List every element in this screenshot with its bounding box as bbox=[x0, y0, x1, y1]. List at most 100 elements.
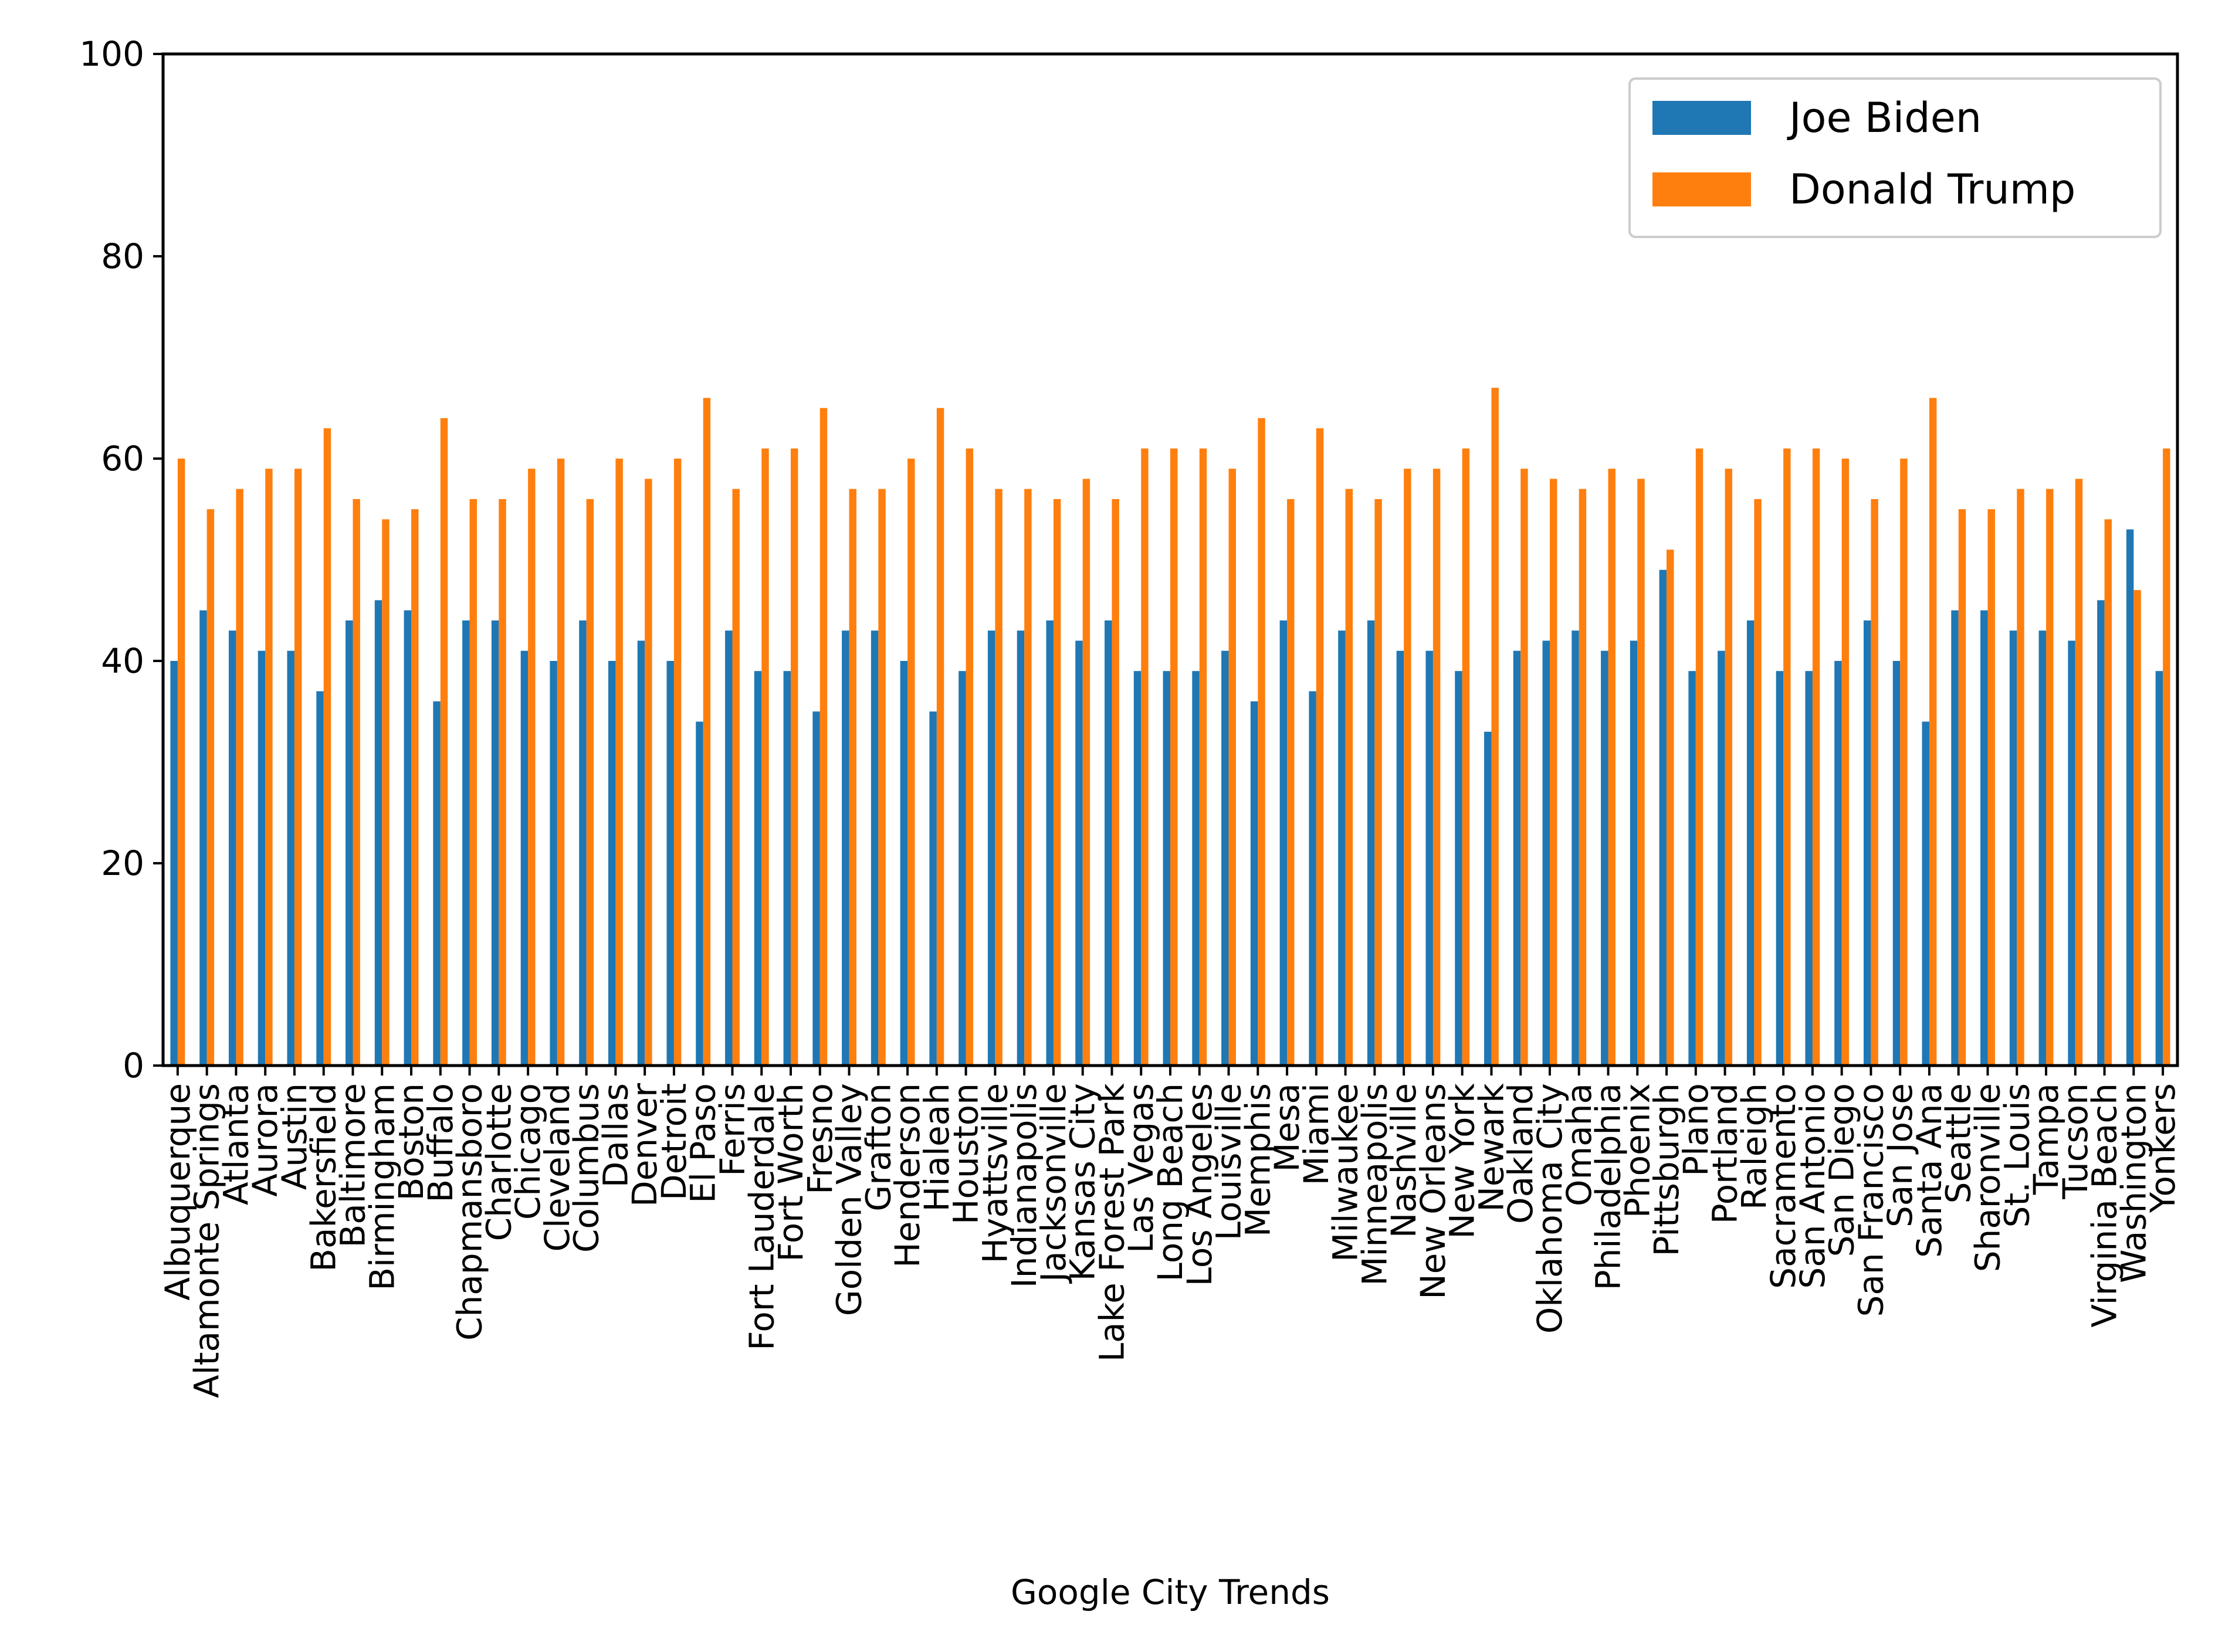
bar-donald-trump bbox=[557, 459, 565, 1066]
legend-swatch-joe-biden bbox=[1652, 101, 1751, 135]
x-tick-label: Seattle bbox=[1939, 1083, 1979, 1203]
bar-donald-trump bbox=[1141, 448, 1149, 1066]
bar-donald-trump bbox=[382, 519, 390, 1066]
bar-joe-biden bbox=[433, 701, 441, 1066]
bar-joe-biden bbox=[1279, 620, 1288, 1066]
bar-joe-biden bbox=[287, 650, 294, 1066]
x-tick-label: Grafton bbox=[858, 1083, 898, 1212]
bar-joe-biden bbox=[2068, 640, 2075, 1066]
bar-donald-trump bbox=[236, 489, 243, 1066]
bar-donald-trump bbox=[1287, 499, 1295, 1066]
bar-donald-trump bbox=[936, 408, 944, 1066]
bar-donald-trump bbox=[1812, 448, 1820, 1066]
bar-joe-biden bbox=[228, 630, 236, 1066]
bar-donald-trump bbox=[1199, 448, 1207, 1066]
x-axis-title: Google City Trends bbox=[1011, 1572, 1330, 1612]
bar-donald-trump bbox=[615, 459, 623, 1066]
bar-joe-biden bbox=[696, 721, 703, 1066]
bar-joe-biden bbox=[929, 711, 937, 1066]
bar-donald-trump bbox=[1258, 418, 1265, 1066]
bar-donald-trump bbox=[265, 469, 273, 1066]
bar-joe-biden bbox=[316, 691, 324, 1066]
y-tick-label: 100 bbox=[79, 34, 144, 74]
bar-donald-trump bbox=[819, 408, 828, 1066]
bar-joe-biden bbox=[608, 661, 616, 1066]
bar-joe-biden bbox=[1542, 640, 1550, 1066]
bar-donald-trump bbox=[1404, 469, 1411, 1066]
bar-donald-trump bbox=[732, 489, 740, 1066]
x-tick-label: Phoenix bbox=[1617, 1083, 1657, 1218]
x-tick-label: Fort Worth bbox=[771, 1083, 811, 1262]
x-tick-label: Milwaukee bbox=[1326, 1083, 1366, 1262]
bar-joe-biden bbox=[579, 620, 587, 1066]
bar-donald-trump bbox=[1170, 448, 1178, 1066]
legend-box bbox=[1628, 77, 2162, 238]
bar-joe-biden bbox=[1338, 630, 1346, 1066]
x-tick-label: Boston bbox=[391, 1083, 431, 1200]
x-tick-label: Indianapolis bbox=[1004, 1083, 1044, 1288]
bar-joe-biden bbox=[1630, 640, 1638, 1066]
x-tick-label: Sacramento bbox=[1763, 1083, 1803, 1289]
bar-donald-trump bbox=[1667, 549, 1674, 1066]
bar-donald-trump bbox=[1695, 448, 1703, 1066]
x-tick-label: Plano bbox=[1676, 1083, 1716, 1176]
legend-swatch-donald-trump bbox=[1652, 172, 1751, 206]
x-tick-label: Atlanta bbox=[216, 1083, 256, 1205]
bar-donald-trump bbox=[1929, 398, 1937, 1066]
x-tick-label: Las Vegas bbox=[1121, 1083, 1161, 1253]
x-tick-label: Charlotte bbox=[479, 1083, 519, 1241]
bar-joe-biden bbox=[1163, 671, 1170, 1066]
x-tick-label: Buffalo bbox=[421, 1083, 460, 1203]
bar-donald-trump bbox=[849, 489, 856, 1066]
bar-donald-trump bbox=[1783, 448, 1791, 1066]
bar-joe-biden bbox=[637, 640, 645, 1066]
legend: Joe Biden Donald Trump bbox=[1628, 77, 2162, 238]
bar-donald-trump bbox=[294, 469, 302, 1066]
bar-donald-trump bbox=[1345, 489, 1353, 1066]
y-tick-label: 0 bbox=[123, 1046, 144, 1085]
x-tick-label: Houston bbox=[946, 1083, 986, 1224]
bar-donald-trump bbox=[1637, 479, 1645, 1066]
bar-donald-trump bbox=[1491, 388, 1499, 1066]
bar-donald-trump bbox=[440, 418, 448, 1066]
bar-donald-trump bbox=[1432, 469, 1441, 1066]
bar-donald-trump bbox=[1725, 469, 1733, 1066]
bar-joe-biden bbox=[1688, 671, 1696, 1066]
bar-joe-biden bbox=[1892, 661, 1901, 1066]
x-tick-label: Baltimore bbox=[333, 1083, 372, 1248]
x-tick-label: Louisville bbox=[1209, 1083, 1249, 1240]
bar-donald-trump bbox=[177, 459, 185, 1066]
bar-joe-biden bbox=[871, 630, 879, 1066]
bar-joe-biden bbox=[2009, 630, 2017, 1066]
bar-joe-biden bbox=[1133, 671, 1142, 1066]
x-tick-label: Dallas bbox=[595, 1083, 635, 1188]
x-tick-label: Bakersfield bbox=[304, 1083, 344, 1272]
x-tick-label: Nashville bbox=[1384, 1083, 1424, 1238]
bar-joe-biden bbox=[199, 610, 207, 1066]
y-tick-label: 20 bbox=[101, 843, 144, 883]
bar-donald-trump bbox=[353, 499, 360, 1066]
x-tick-label: Chapmansboro bbox=[450, 1083, 490, 1341]
bar-donald-trump bbox=[586, 499, 594, 1066]
bar-joe-biden bbox=[404, 610, 412, 1066]
bar-joe-biden bbox=[1718, 650, 1725, 1066]
bar-joe-biden bbox=[1484, 731, 1492, 1066]
x-tick-label: Hialeah bbox=[917, 1083, 957, 1212]
x-tick-label: Long Beach bbox=[1150, 1083, 1190, 1281]
bar-joe-biden bbox=[1250, 701, 1258, 1066]
bar-donald-trump bbox=[469, 499, 477, 1066]
x-tick-label: San Antonio bbox=[1793, 1083, 1833, 1289]
x-tick-label: Kansas City bbox=[1063, 1083, 1103, 1281]
y-axis: 0 20 40 60 80 100 bbox=[79, 34, 163, 1085]
bar-donald-trump bbox=[1082, 479, 1090, 1066]
x-tick-label: Minneapolis bbox=[1354, 1083, 1394, 1286]
bar-joe-biden bbox=[783, 671, 791, 1066]
bar-joe-biden bbox=[1425, 650, 1433, 1066]
x-tick-label: New York bbox=[1442, 1083, 1482, 1239]
bar-joe-biden bbox=[1746, 620, 1755, 1066]
bar-joe-biden bbox=[520, 650, 529, 1066]
x-tick-label: San Jose bbox=[1880, 1083, 1920, 1227]
x-tick-label: Miami bbox=[1296, 1083, 1336, 1185]
bar-donald-trump bbox=[761, 448, 769, 1066]
